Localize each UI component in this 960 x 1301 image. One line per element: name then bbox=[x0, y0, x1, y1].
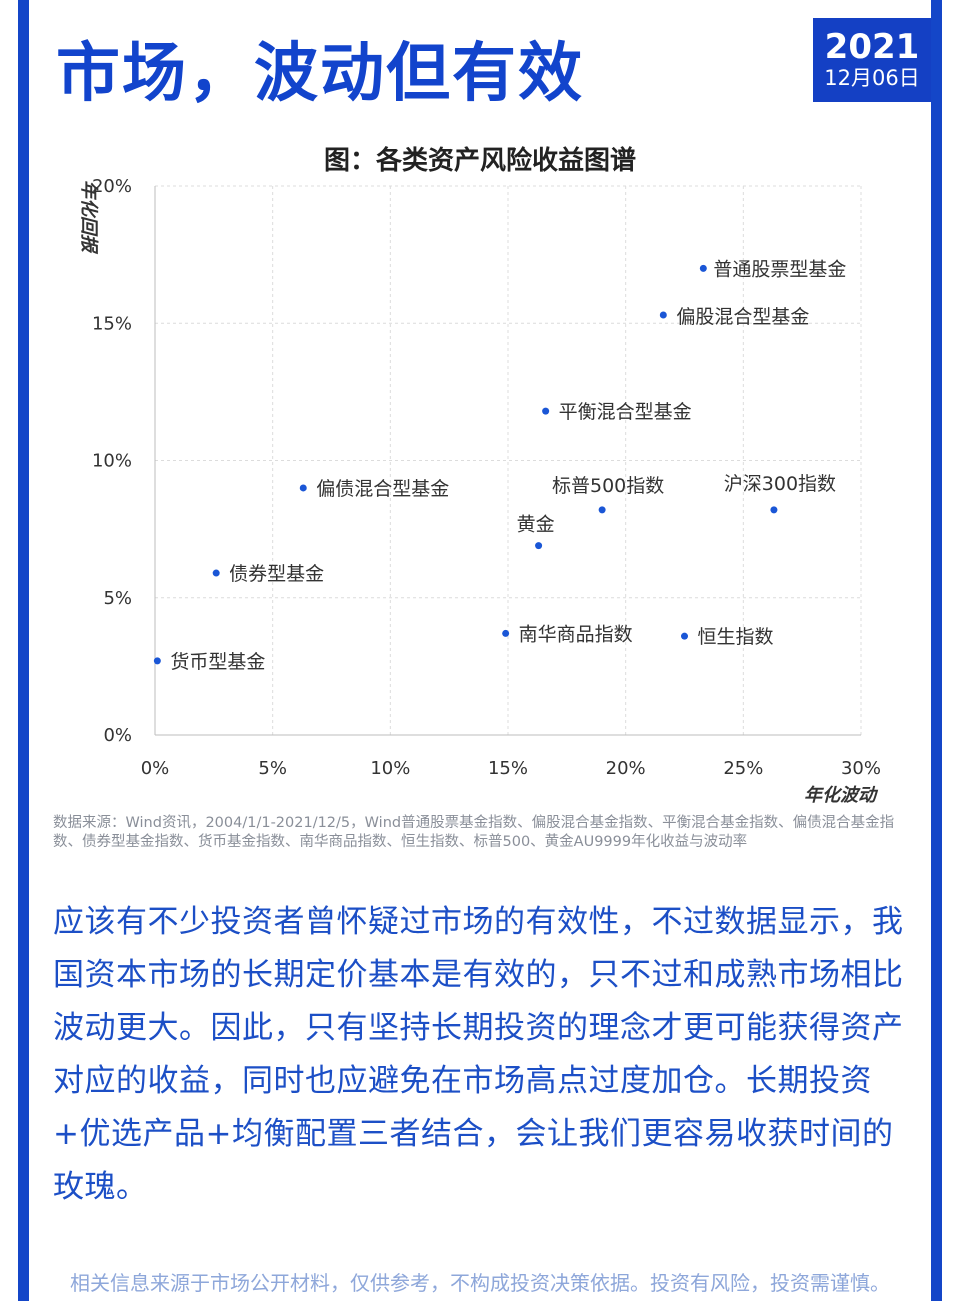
x-tick-label: 0% bbox=[141, 758, 170, 779]
y-axis-title: 年化回报 bbox=[78, 180, 99, 255]
x-tick-label: 30% bbox=[841, 758, 881, 779]
body-paragraph: 应该有不少投资者曾怀疑过市场的有效性，不过数据显示，我国资本市场的长期定价基本是… bbox=[53, 904, 904, 1205]
data-label: 南华商品指数 bbox=[519, 623, 633, 645]
data-point bbox=[212, 569, 220, 577]
data-label: 沪深300指数 bbox=[724, 473, 836, 495]
data-label: 标普500指数 bbox=[552, 475, 664, 497]
data-source-note: 数据来源：Wind资讯，2004/1/1-2021/12/5，Wind普通股票基… bbox=[53, 815, 895, 850]
data-point bbox=[502, 629, 510, 637]
y-tick-label: 10% bbox=[92, 451, 132, 472]
data-label: 偏债混合型基金 bbox=[316, 478, 449, 500]
data-label: 黄金 bbox=[517, 514, 555, 536]
data-point bbox=[153, 657, 161, 665]
data-label: 偏股混合型基金 bbox=[676, 306, 809, 328]
x-tick-label: 15% bbox=[488, 758, 528, 779]
data-label: 货币型基金 bbox=[170, 651, 265, 673]
data-label: 恒生指数 bbox=[698, 626, 774, 648]
x-tick-label: 20% bbox=[606, 758, 646, 779]
date-day: 12月06日 bbox=[824, 66, 920, 90]
y-tick-label: 5% bbox=[103, 588, 132, 609]
data-point bbox=[598, 506, 606, 514]
right-border bbox=[931, 0, 942, 1301]
data-point bbox=[535, 542, 543, 550]
left-border bbox=[18, 0, 29, 1301]
data-point bbox=[659, 311, 667, 319]
date-year: 2021 bbox=[824, 27, 920, 67]
page-title: 市场，波动但有效 bbox=[56, 37, 584, 111]
data-point bbox=[770, 506, 778, 514]
y-tick-label: 20% bbox=[92, 176, 132, 197]
data-label: 债券型基金 bbox=[229, 563, 324, 585]
x-axis-title: 年化波动 bbox=[804, 785, 879, 806]
chart-title: 图：各类资产风险收益图谱 bbox=[323, 146, 636, 176]
y-tick-label: 0% bbox=[103, 725, 132, 746]
disclaimer: 相关信息来源于市场公开材料，仅供参考，不构成投资决策依据。投资有风险，投资需谨慎… bbox=[70, 1271, 890, 1295]
data-point bbox=[699, 264, 707, 272]
date-badge: 2021 12月06日 bbox=[813, 18, 931, 102]
data-point bbox=[299, 484, 307, 492]
x-tick-label: 5% bbox=[258, 758, 287, 779]
y-tick-label: 15% bbox=[92, 313, 132, 334]
data-point bbox=[542, 407, 550, 415]
x-tick-label: 10% bbox=[370, 758, 410, 779]
risk-return-scatter-chart: 0% 5% 10% 15% 20% 25% 30% 0% 5% 10% 15% 20% 年化波动 年化回报… bbox=[78, 176, 881, 806]
data-label: 平衡混合型基金 bbox=[559, 401, 692, 423]
data-label: 普通股票型基金 bbox=[713, 258, 846, 280]
x-tick-label: 25% bbox=[723, 758, 763, 779]
data-point bbox=[681, 632, 688, 640]
